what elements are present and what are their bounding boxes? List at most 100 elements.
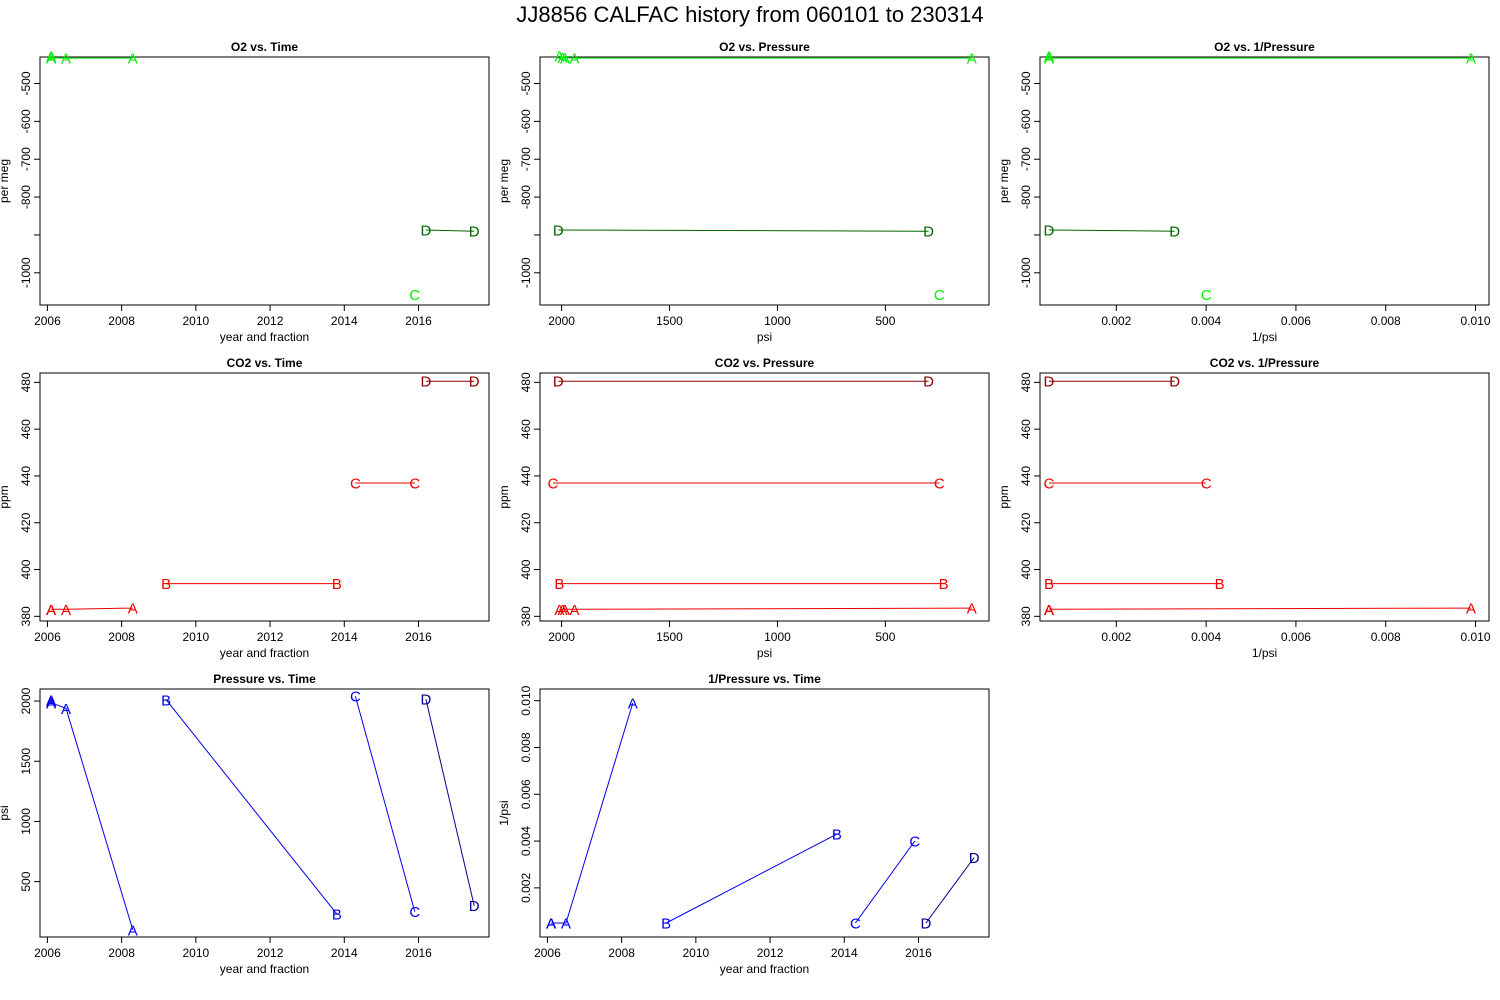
x-axis-label: 1/psi <box>1252 330 1277 344</box>
data-point-D: D <box>420 374 431 391</box>
data-point-D: D <box>1169 224 1180 241</box>
y-tick-label: 500 <box>19 871 33 891</box>
y-tick-label: 2000 <box>19 687 33 714</box>
y-tick-label: 460 <box>519 419 533 439</box>
x-tick-label: 1500 <box>656 630 683 644</box>
data-point-D: D <box>553 223 564 240</box>
data-point-C: C <box>350 689 361 706</box>
data-point-D: D <box>1169 374 1180 391</box>
x-tick-label: 2016 <box>405 946 432 960</box>
data-point-A: A <box>46 602 56 619</box>
data-point-C: C <box>350 475 361 492</box>
plot-frame <box>39 688 490 938</box>
series-line-D <box>425 229 475 232</box>
data-point-A: A <box>1044 602 1054 619</box>
series-line-D <box>925 857 975 924</box>
y-tick-label: -800 <box>19 185 33 209</box>
data-point-A: A <box>628 696 638 713</box>
x-axis-label: year and fraction <box>220 962 309 976</box>
data-point-A: A <box>1466 51 1476 68</box>
series-line-A <box>1048 56 1471 59</box>
plot-frame <box>539 56 990 306</box>
y-tick-label: -500 <box>1019 71 1033 95</box>
data-point-A: A <box>558 602 568 619</box>
x-tick-label: 2010 <box>182 946 209 960</box>
data-point-B: B <box>332 907 342 924</box>
y-tick-label: 1500 <box>19 748 33 775</box>
data-point-C: C <box>1044 475 1055 492</box>
data-point-A: A <box>46 694 56 711</box>
plot-frame <box>39 372 490 622</box>
y-tick-label: 380 <box>1019 606 1033 626</box>
data-point-D: D <box>1044 374 1055 391</box>
y-axis-label: ppm <box>997 485 1011 508</box>
y-tick-label: 460 <box>1019 419 1033 439</box>
x-tick-label: 0.004 <box>1191 314 1221 328</box>
y-tick-label: 0.004 <box>519 826 533 856</box>
y-axis-label: ppm <box>497 485 511 508</box>
series-line-C <box>854 840 916 924</box>
x-tick-label: 1000 <box>764 314 791 328</box>
chart-title: Pressure vs. Time <box>213 672 316 686</box>
x-tick-label: 2012 <box>257 630 284 644</box>
chart-panel: O2 vs. Pressure 2000 1500 1000 500 -1000 -800 -… <box>497 40 990 344</box>
page-title: JJ8856 CALFAC history from 060101 to 230… <box>516 2 983 27</box>
data-point-A: A <box>46 50 56 67</box>
y-tick-label: -500 <box>19 71 33 95</box>
x-tick-label: 2014 <box>331 314 358 328</box>
data-point-B: B <box>161 576 171 593</box>
x-tick-label: 500 <box>875 314 895 328</box>
data-point-D: D <box>420 223 431 240</box>
y-tick-label: -1000 <box>19 257 33 288</box>
data-point-C: C <box>548 475 559 492</box>
y-tick-label: 460 <box>19 419 33 439</box>
chart-panel: CO2 vs. Pressure 2000 1500 1000 500 380 400 420… <box>497 356 990 660</box>
data-point-A: A <box>1044 602 1054 619</box>
y-tick-label: -800 <box>1019 185 1033 209</box>
data-point-D: D <box>420 692 431 709</box>
plot-frame <box>539 372 990 622</box>
x-tick-label: 0.004 <box>1191 630 1221 644</box>
data-point-A: A <box>1044 50 1054 67</box>
x-tick-label: 2008 <box>108 314 135 328</box>
x-axis-label: year and fraction <box>220 646 309 660</box>
x-tick-label: 2016 <box>405 314 432 328</box>
x-axis-label: psi <box>757 330 772 344</box>
plot-frame <box>539 688 990 938</box>
data-point-A: A <box>967 51 977 68</box>
x-tick-label: 2000 <box>548 314 575 328</box>
y-tick-label: -600 <box>1019 109 1033 133</box>
data-point-D: D <box>469 898 480 915</box>
data-point-B: B <box>554 576 564 593</box>
data-point-A: A <box>1044 51 1054 68</box>
x-tick-label: 2008 <box>108 630 135 644</box>
series-line-D <box>558 229 929 232</box>
series-line-A <box>559 55 972 59</box>
data-point-A: A <box>1466 601 1476 618</box>
data-point-A: A <box>46 602 56 619</box>
y-tick-label: 1000 <box>19 808 33 835</box>
x-axis-label: year and fraction <box>220 330 309 344</box>
x-tick-label: 2010 <box>682 946 709 960</box>
y-axis-label: per meg <box>0 159 11 203</box>
x-tick-label: 2014 <box>831 946 858 960</box>
data-point-A: A <box>1044 602 1054 619</box>
y-tick-label: -700 <box>1019 147 1033 171</box>
series-line-B <box>665 833 838 924</box>
plot-frame <box>1039 56 1490 306</box>
x-tick-label: 0.008 <box>1371 314 1401 328</box>
y-tick-label: -700 <box>19 147 33 171</box>
y-tick-label: 420 <box>19 512 33 532</box>
chart-title: CO2 vs. 1/Pressure <box>1210 356 1320 370</box>
data-point-A: A <box>46 695 56 712</box>
data-point-B: B <box>332 576 342 593</box>
data-point-A: A <box>128 601 138 618</box>
x-tick-label: 2014 <box>331 630 358 644</box>
y-tick-label: -600 <box>19 109 33 133</box>
y-tick-label: 480 <box>1019 372 1033 392</box>
series-line-A <box>51 607 133 610</box>
y-axis-label: ppm <box>0 485 11 508</box>
x-tick-label: 2012 <box>257 314 284 328</box>
chart-panel: CO2 vs. 1/Pressure 0.002 0.004 0.006 0.008 0.… <box>997 356 1491 660</box>
x-tick-label: 0.002 <box>1101 314 1131 328</box>
